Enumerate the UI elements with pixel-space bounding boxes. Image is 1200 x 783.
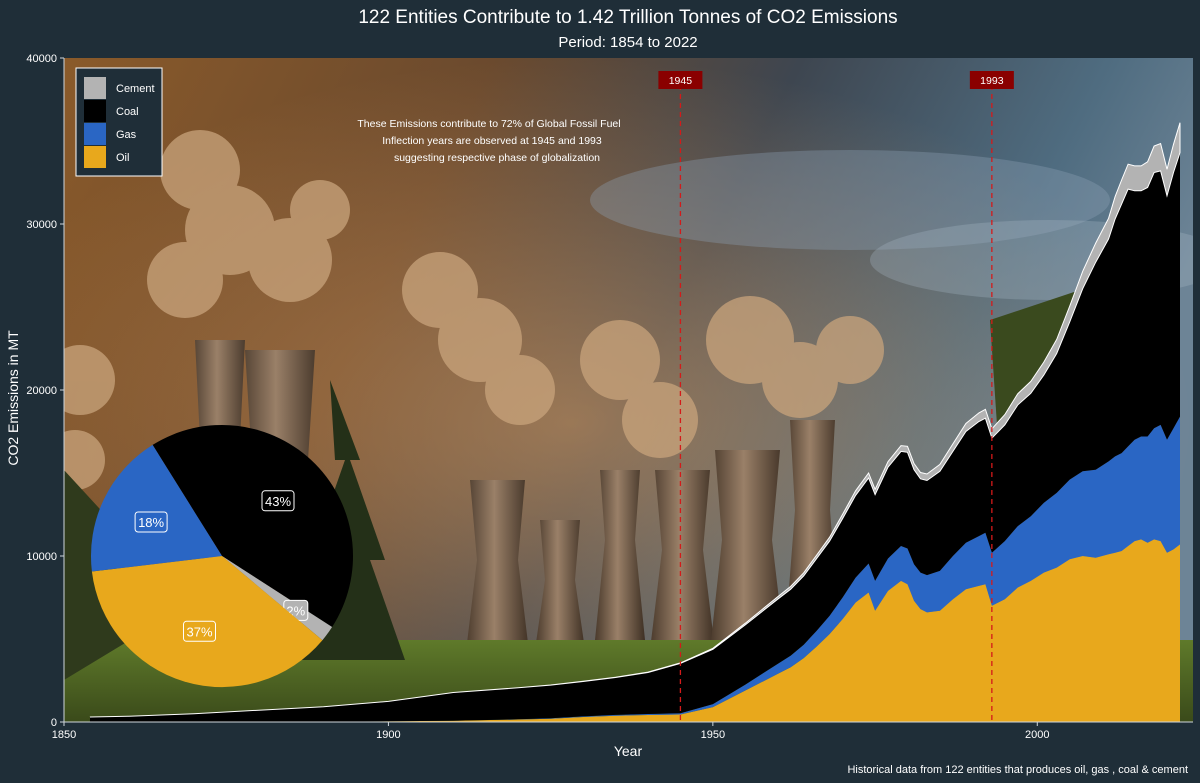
marker-label-1993: 1993 — [980, 75, 1004, 87]
legend-label-coal: Coal — [116, 106, 139, 118]
pie-label-oil: 37% — [186, 624, 212, 639]
x-tick-label: 1850 — [52, 729, 76, 741]
pie-label-box-coal — [261, 490, 295, 512]
legend-swatch-oil — [84, 146, 106, 168]
stacked-areas — [89, 122, 1181, 722]
marker-label-1945: 1945 — [669, 75, 693, 87]
pie-label-gas: 18% — [138, 515, 164, 530]
annotation-line-1: These Emissions contribute to 72% of Glo… — [357, 118, 620, 130]
y-axis-title: CO2 Emissions in MT — [5, 330, 21, 466]
legend-label-gas: Gas — [116, 129, 137, 141]
x-tick-label: 2000 — [1025, 729, 1049, 741]
x-tick-label: 1950 — [701, 729, 725, 741]
legend: Cement Coal Gas Oil — [75, 67, 163, 177]
y-tick-label: 10000 — [26, 551, 57, 563]
pie-slice-coal — [152, 425, 354, 627]
area-oil — [89, 539, 1181, 722]
marker-label-box-1993 — [969, 71, 1014, 89]
legend-swatch-gas — [84, 123, 106, 145]
marker-label-box-1945 — [658, 71, 703, 89]
pie-slice-gas — [90, 444, 222, 572]
annotation-block: These Emissions contribute to 72% of Glo… — [357, 118, 620, 164]
legend-label-cement: Cement — [116, 83, 155, 95]
pie-label-box-oil — [183, 620, 216, 642]
chart-title: 122 Entities Contribute to 1.42 Trillion… — [358, 7, 897, 28]
y-tick-label: 40000 — [26, 53, 57, 65]
caption: Historical data from 122 entities that p… — [847, 764, 1188, 776]
x-axis-title: Year — [614, 743, 643, 759]
legend-swatch-coal — [84, 100, 106, 122]
annotation-line-2: Inflection years are observed at 1945 an… — [382, 135, 602, 147]
chart-subtitle: Period: 1854 to 2022 — [558, 34, 697, 51]
axes: 0 10000 20000 30000 40000 1850 1900 1950 2000 — [26, 53, 1193, 741]
pie-label-box-gas — [134, 511, 168, 533]
inflection-markers: 1945 1993 — [658, 71, 1014, 722]
pie-label-coal: 43% — [265, 494, 291, 509]
area-cement — [89, 122, 1181, 718]
y-tick-label: 30000 — [26, 219, 57, 231]
legend-swatch-cement — [84, 77, 106, 99]
legend-label-oil: Oil — [116, 152, 129, 164]
y-tick-label: 20000 — [26, 385, 57, 397]
y-tick-label: 0 — [51, 717, 57, 729]
annotation-line-3: suggesting respective phase of globaliza… — [394, 152, 600, 164]
x-tick-label: 1900 — [376, 729, 400, 741]
pie-chart: 43%2%37%18% — [90, 425, 354, 688]
area-gas — [89, 416, 1181, 722]
